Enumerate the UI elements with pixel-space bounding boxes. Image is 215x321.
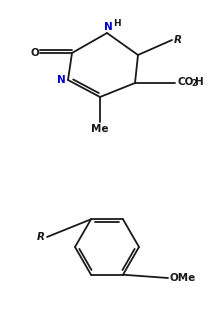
Text: R: R [37, 232, 45, 242]
Text: N: N [104, 22, 112, 32]
Text: H: H [113, 19, 121, 28]
Text: R: R [174, 35, 182, 45]
Text: OMe: OMe [169, 273, 195, 283]
Text: 2: 2 [191, 80, 196, 89]
Text: Me: Me [91, 124, 109, 134]
Text: H: H [195, 77, 204, 87]
Text: N: N [57, 75, 66, 85]
Text: O: O [30, 48, 39, 58]
Text: CO: CO [177, 77, 193, 87]
